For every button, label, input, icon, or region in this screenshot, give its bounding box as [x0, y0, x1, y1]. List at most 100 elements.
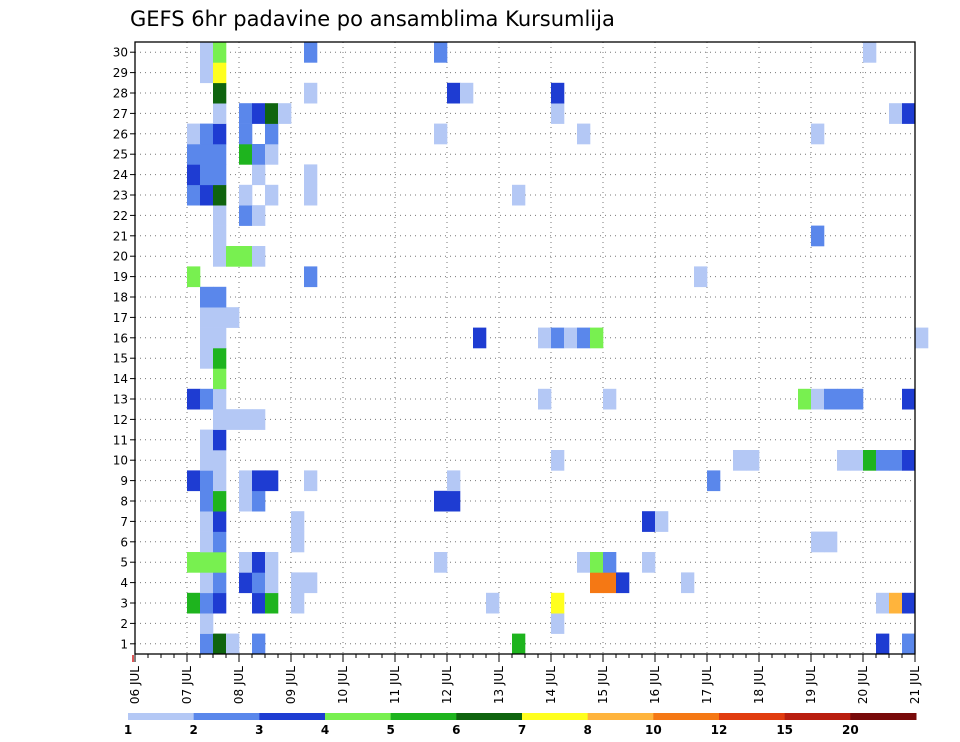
y-tick-label: 29 [113, 66, 128, 80]
heatmap-cell [200, 470, 214, 492]
x-tick-label: 09 JUL [284, 666, 298, 704]
heatmap-cell [447, 82, 461, 104]
heatmap-cell [213, 103, 227, 124]
colorbar-swatch [193, 713, 260, 720]
y-tick-label: 21 [113, 229, 128, 243]
heatmap-cell [213, 633, 227, 655]
heatmap-cell [876, 450, 890, 471]
x-tick-label: 17 JUL [700, 666, 714, 704]
colorbar-swatch [456, 713, 523, 720]
heatmap-cell [213, 184, 227, 206]
x-tick-label: 10 JUL [336, 666, 350, 704]
x-tick-label: 14 JUL [544, 666, 558, 704]
y-tick-label: 27 [113, 107, 128, 121]
heatmap-cell [213, 388, 227, 410]
y-axis: 1234567891011121314151617181920212223242… [113, 46, 135, 651]
y-tick-label: 1 [120, 637, 128, 651]
colorbar-label: 6 [452, 723, 460, 737]
heatmap-cell [252, 409, 266, 430]
heatmap-cell [187, 592, 201, 614]
heatmap-cell [252, 144, 266, 165]
y-tick-label: 26 [113, 127, 128, 141]
heatmap-cell [876, 592, 890, 614]
heatmap-cell [291, 572, 305, 594]
heatmap-cell [200, 592, 214, 614]
heatmap-cell [863, 42, 877, 63]
heatmap-cell [265, 470, 279, 492]
heatmap-cell [291, 531, 305, 553]
heatmap-cell [603, 572, 617, 594]
heatmap-cell [304, 470, 318, 492]
heatmap-cell [642, 552, 656, 573]
colorbar-swatch [784, 713, 851, 720]
colorbar-swatch [587, 713, 654, 720]
y-tick-label: 30 [113, 46, 128, 60]
heatmap-cell [486, 592, 500, 614]
heatmap-cell [460, 82, 474, 104]
heatmap-cell [564, 327, 578, 349]
colorbar-label: 3 [255, 723, 263, 737]
heatmap-cell [239, 552, 253, 573]
heatmap-cell [187, 266, 201, 288]
heatmap-cell [200, 327, 214, 349]
heatmap-cell [213, 307, 227, 328]
heatmap-cell [200, 307, 214, 328]
colorbar-label: 1 [124, 723, 132, 737]
heatmap-cell [512, 633, 526, 655]
heatmap-cell [239, 184, 253, 206]
heatmap-cell [642, 511, 656, 532]
x-tick-label: 08 JUL [232, 666, 246, 704]
heatmap-cell [213, 552, 227, 573]
heatmap-cell [200, 613, 214, 634]
heatmap-cell [473, 327, 487, 349]
heatmap-cell [213, 490, 227, 512]
heatmap-cell [551, 592, 565, 614]
heatmap-cell [811, 123, 825, 145]
heatmap-cell [239, 572, 253, 594]
heatmap-cell [213, 62, 227, 84]
chart-title: GEFS 6hr padavine po ansamblima Kursumli… [130, 7, 615, 31]
heatmap-cell [226, 246, 240, 267]
heatmap-cell [915, 327, 929, 349]
heatmap-cell [590, 552, 604, 573]
y-tick-label: 28 [113, 87, 128, 101]
heatmap-cell [577, 552, 591, 573]
heatmap-cell [252, 205, 266, 226]
heatmap-cell [291, 511, 305, 532]
heatmap-cell [213, 225, 227, 247]
heatmap-cell [252, 633, 266, 655]
heatmap-cell [291, 592, 305, 614]
colorbar-label: 4 [321, 723, 329, 737]
heatmap-cell [213, 164, 227, 186]
heatmap-cell [590, 327, 604, 349]
colorbar-label: 2 [189, 723, 197, 737]
heatmap-cell [187, 388, 201, 410]
colorbar-swatch [390, 713, 457, 720]
x-tick-label: 07 JUL [180, 666, 194, 704]
heatmap-cell [447, 490, 461, 512]
colorbar-swatch [522, 713, 589, 720]
heatmap-cell [252, 246, 266, 267]
heatmap-cell [239, 409, 253, 430]
heatmap-cell [239, 144, 253, 165]
y-tick-label: 15 [113, 352, 128, 366]
heatmap-cell [902, 592, 916, 614]
x-tick-label: 06 JUL [128, 666, 142, 704]
y-tick-label: 6 [120, 535, 128, 549]
y-tick-label: 13 [113, 393, 128, 407]
heatmap-cell [213, 511, 227, 532]
y-tick-label: 22 [113, 209, 128, 223]
heatmap-cell [187, 123, 201, 145]
heatmap-cell [239, 246, 253, 267]
heatmap-cell [681, 572, 695, 594]
heatmap-cell [252, 592, 266, 614]
y-tick-label: 25 [113, 148, 128, 162]
heatmap-cell [200, 42, 214, 63]
heatmap-cell [889, 103, 903, 124]
heatmap-cell [447, 470, 461, 492]
heatmap-cell [707, 470, 721, 492]
colorbar-label: 10 [645, 723, 662, 737]
y-tick-label: 12 [113, 413, 128, 427]
heatmap-cell [213, 205, 227, 226]
